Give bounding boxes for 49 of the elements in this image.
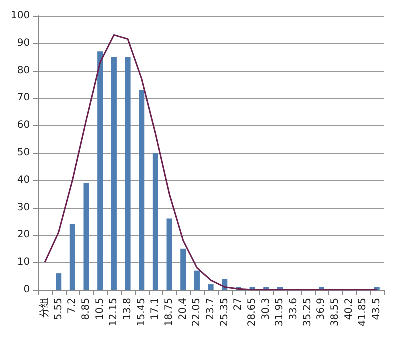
x-tick-label: 22.05 — [192, 298, 203, 327]
y-tick-label: 100 — [10, 10, 30, 22]
x-tick-label: 15.45 — [136, 298, 148, 327]
bar — [98, 52, 104, 290]
bar — [194, 270, 200, 290]
y-tick-label: 30 — [17, 202, 30, 214]
x-tick-label: 30.3 — [260, 298, 272, 320]
x-tick-label: 18.75 — [164, 298, 176, 327]
x-tick-label: 20.4 — [178, 298, 189, 320]
x-tick-label: 43.5 — [372, 298, 383, 320]
bar — [84, 183, 90, 290]
x-tick-label: 13.8 — [122, 298, 134, 320]
x-tick-label: 10.5 — [94, 298, 106, 320]
x-tick-label: 23.7 — [206, 298, 217, 320]
x-tick-label: 31.95 — [274, 298, 286, 327]
x-tick-label: 17.1 — [150, 298, 162, 320]
x-tick-label: 38.55 — [330, 298, 342, 327]
x-tick-label: 8.85 — [81, 298, 92, 320]
bar — [208, 284, 214, 290]
x-tick-label: 35.25 — [302, 298, 314, 327]
x-tick-label: 7.2 — [67, 298, 78, 314]
x-tick-label: 41.85 — [358, 298, 369, 327]
x-tick-label: 36.9 — [316, 298, 328, 320]
y-tick-label: 20 — [17, 230, 30, 241]
y-tick-label: 50 — [17, 148, 30, 158]
y-tick-label: 90 — [17, 38, 30, 49]
bar — [166, 218, 172, 290]
x-tick-label: 40.2 — [344, 298, 355, 320]
y-tick-label: 80 — [17, 65, 30, 76]
x-tick-label: 5.55 — [53, 298, 64, 320]
bar — [111, 57, 117, 290]
bar — [180, 248, 186, 290]
x-tick-label: 分组 — [38, 298, 51, 318]
y-tick-label: 0 — [24, 284, 30, 296]
bar — [139, 90, 145, 290]
x-tick-label: 28.65 — [247, 298, 258, 327]
y-tick-label: 60 — [17, 120, 30, 132]
y-tick-label: 70 — [17, 92, 30, 104]
y-tick-label: 40 — [17, 174, 30, 186]
bar — [125, 57, 131, 290]
x-tick-label: 27 — [233, 298, 244, 311]
bar — [70, 224, 76, 290]
x-tick-label: 12.15 — [108, 298, 120, 327]
x-tick-label: 25.35 — [219, 298, 230, 327]
x-tick-label: 33.6 — [288, 298, 300, 320]
y-tick-label: 10 — [17, 257, 30, 268]
bar — [152, 153, 158, 290]
line-series — [44, 34, 378, 291]
bar — [56, 274, 62, 290]
